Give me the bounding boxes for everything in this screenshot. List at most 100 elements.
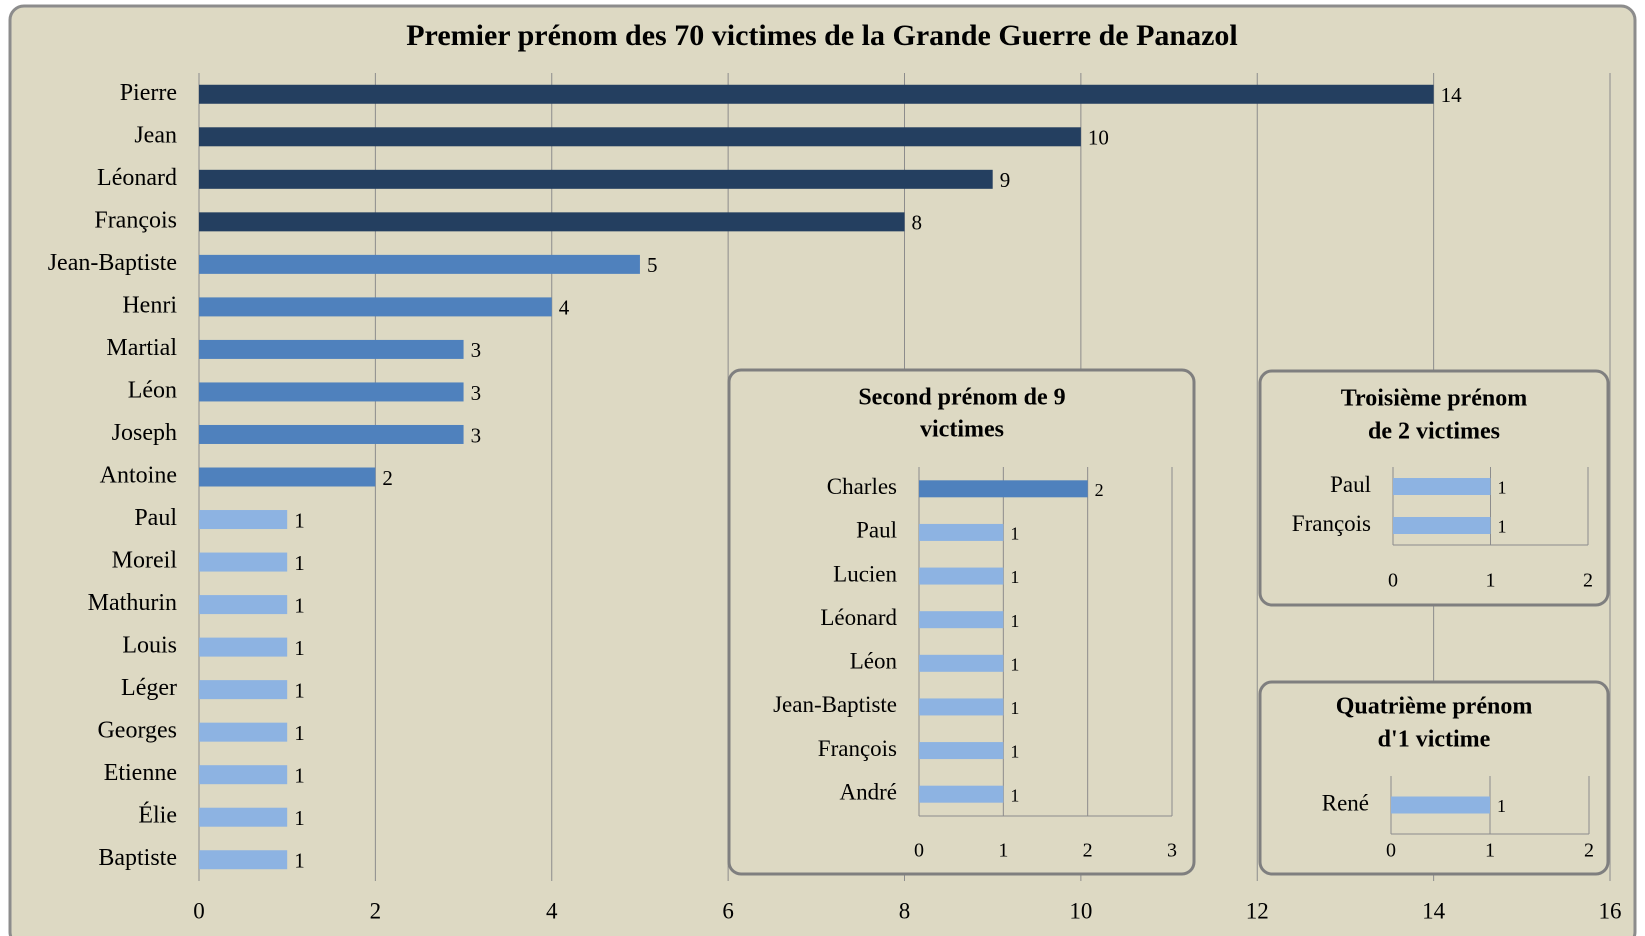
bar — [919, 654, 1004, 672]
chart-title: Quatrième prénom — [1336, 694, 1533, 720]
y-tick-label: Lucien — [833, 561, 897, 586]
bar — [199, 127, 1081, 147]
bar — [199, 722, 288, 742]
data-label: 3 — [471, 338, 482, 362]
x-tick-label: 0 — [1386, 840, 1396, 862]
x-tick-label: 16 — [1599, 898, 1622, 923]
x-tick-label: 4 — [546, 898, 558, 923]
bar — [199, 765, 288, 785]
data-label: 1 — [294, 721, 305, 745]
chart-title: Premier prénom des 70 victimes de la Gra… — [406, 19, 1238, 52]
bar — [199, 552, 288, 572]
bar — [199, 169, 993, 189]
bar — [919, 611, 1004, 629]
bar — [199, 297, 552, 317]
y-tick-label: Georges — [97, 718, 177, 744]
data-label: 3 — [471, 381, 482, 405]
x-tick-label: 1 — [998, 840, 1008, 862]
y-tick-label: Moreil — [112, 548, 178, 574]
data-label: 1 — [1498, 517, 1507, 537]
bar — [1393, 478, 1491, 495]
x-tick-label: 0 — [193, 898, 205, 923]
bar — [919, 480, 1088, 498]
bar — [199, 595, 288, 615]
bar — [199, 254, 640, 274]
x-tick-label: 14 — [1422, 898, 1446, 923]
y-tick-label: Léonard — [97, 165, 177, 191]
x-tick-label: 0 — [914, 840, 924, 862]
data-label: 1 — [294, 678, 305, 702]
x-tick-label: 2 — [370, 898, 382, 923]
data-label: 14 — [1441, 83, 1463, 107]
y-tick-label: Jean — [134, 122, 177, 148]
bar — [919, 742, 1004, 760]
y-tick-label: Léon — [850, 649, 898, 674]
data-label: 1 — [1497, 796, 1506, 816]
y-tick-label: Charles — [827, 474, 897, 499]
bar — [199, 467, 376, 487]
y-tick-label: François — [94, 207, 177, 233]
x-tick-label: 2 — [1583, 570, 1593, 592]
data-label: 1 — [294, 806, 305, 830]
x-tick-label: 3 — [1167, 840, 1177, 862]
y-tick-label: Léon — [128, 377, 177, 403]
bar — [199, 382, 464, 402]
y-tick-label: Jean-Baptiste — [48, 250, 177, 276]
data-label: 5 — [647, 253, 658, 277]
y-tick-label: François — [818, 736, 897, 761]
bar — [199, 680, 288, 700]
data-label: 10 — [1088, 126, 1109, 150]
x-tick-label: 2 — [1083, 840, 1093, 862]
y-tick-label: Paul — [856, 518, 897, 543]
x-tick-label: 1 — [1486, 570, 1496, 592]
chart-title: Troisième prénom — [1341, 386, 1527, 412]
data-label: 9 — [1000, 168, 1011, 192]
bar — [1391, 796, 1490, 814]
bar — [199, 850, 288, 870]
x-tick-label: 1 — [1485, 840, 1495, 862]
data-label: 2 — [1095, 480, 1104, 500]
data-label: 1 — [294, 551, 305, 575]
data-label: 1 — [1010, 524, 1019, 544]
bar — [199, 424, 464, 444]
bar — [1393, 517, 1491, 534]
data-label: 1 — [1010, 742, 1019, 762]
inset-panel — [1258, 680, 1610, 876]
y-tick-label: Paul — [1330, 472, 1371, 497]
y-tick-label: Etienne — [104, 760, 177, 786]
bar — [199, 84, 1434, 104]
data-label: 1 — [294, 849, 305, 873]
y-tick-label: Antoine — [100, 463, 177, 489]
bar — [919, 785, 1004, 803]
chart-title: d'1 victime — [1378, 727, 1491, 753]
y-tick-label: Mathurin — [88, 590, 177, 616]
chart-title: victimes — [920, 417, 1004, 443]
y-tick-label: Henri — [122, 292, 177, 318]
bar — [919, 698, 1004, 716]
data-label: 1 — [294, 508, 305, 532]
data-label: 1 — [1010, 698, 1019, 718]
y-tick-label: Martial — [106, 335, 177, 361]
bar — [199, 339, 464, 359]
x-tick-label: 10 — [1069, 898, 1092, 923]
data-label: 1 — [1010, 785, 1019, 805]
y-tick-label: Louis — [122, 633, 177, 659]
x-tick-label: 2 — [1584, 840, 1594, 862]
bar — [199, 510, 288, 530]
x-tick-label: 6 — [722, 898, 734, 923]
data-label: 1 — [294, 763, 305, 787]
bar — [919, 523, 1004, 541]
bar — [199, 212, 905, 232]
data-label: 1 — [1498, 478, 1507, 498]
data-label: 1 — [1010, 611, 1019, 631]
bar — [199, 807, 288, 827]
data-label: 1 — [1010, 654, 1019, 674]
bar — [199, 637, 288, 657]
chart-title: Second prénom de 9 — [858, 385, 1065, 411]
chart-title: de 2 victimes — [1368, 419, 1500, 445]
bar — [919, 567, 1004, 585]
y-tick-label: Léonard — [820, 605, 897, 630]
y-tick-label: André — [840, 779, 897, 804]
y-tick-label: Joseph — [112, 420, 177, 446]
y-tick-label: Élie — [138, 803, 177, 829]
